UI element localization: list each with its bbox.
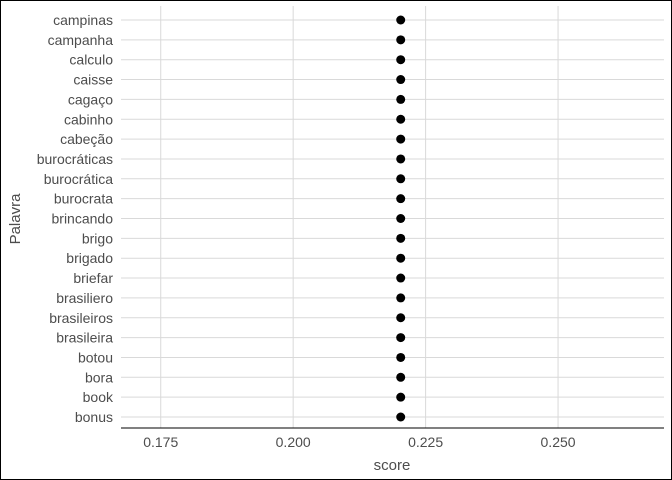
y-tick-label: caisse (73, 72, 113, 88)
data-point (396, 194, 406, 204)
y-tick-label: briefar (73, 270, 113, 286)
y-tick-label: brasileiros (49, 310, 113, 326)
data-points (396, 15, 406, 422)
data-point (396, 114, 406, 124)
data-point (396, 15, 406, 25)
data-point (396, 313, 406, 323)
data-point (396, 333, 406, 343)
y-tick-label: brasileira (56, 330, 113, 346)
y-tick-label: botou (78, 349, 113, 365)
data-point (396, 253, 406, 263)
x-tick-labels: 0.175 0.200 0.225 0.250 (143, 434, 576, 450)
data-point (396, 233, 406, 243)
y-tick-label: campanha (48, 32, 114, 48)
y-tick-label: book (83, 389, 114, 405)
grid-lines (121, 6, 664, 428)
y-tick-label: brasiliero (56, 290, 113, 306)
x-tick-label: 0.200 (276, 434, 311, 450)
x-tick-label: 0.175 (143, 434, 178, 450)
y-tick-label: bora (85, 369, 113, 385)
y-tick-label: burocrática (44, 171, 113, 187)
y-tick-labels: campinas campanha calculo caisse cagaço cabin… (37, 12, 114, 425)
y-tick-label: bonus (75, 409, 113, 425)
x-tick-label: 0.225 (408, 434, 443, 450)
data-point (396, 293, 406, 303)
data-point (396, 174, 406, 184)
data-point (396, 372, 406, 382)
data-point (396, 94, 406, 104)
y-tick-label: brigado (66, 250, 113, 266)
y-tick-label: brincando (52, 211, 114, 227)
y-tick-label: calculo (69, 52, 113, 68)
data-point (396, 412, 406, 422)
y-axis-title: Palavra (7, 193, 24, 245)
data-point (396, 154, 406, 164)
data-point (396, 35, 406, 45)
y-tick-label: campinas (53, 12, 113, 28)
y-tick-label: burocrata (54, 191, 113, 207)
data-point (396, 55, 406, 65)
y-tick-label: cabinho (64, 111, 113, 127)
data-point (396, 392, 406, 402)
data-point (396, 134, 406, 144)
y-tick-label: burocráticas (37, 151, 113, 167)
data-point (396, 75, 406, 85)
x-axis-title: score (374, 457, 411, 474)
data-point (396, 352, 406, 362)
y-tick-label: cagaço (68, 91, 113, 107)
data-point (396, 273, 406, 283)
data-point (396, 214, 406, 223)
y-tick-label: brigo (82, 230, 113, 246)
y-tick-label: cabeção (60, 131, 113, 147)
x-tick-label: 0.250 (541, 434, 576, 450)
